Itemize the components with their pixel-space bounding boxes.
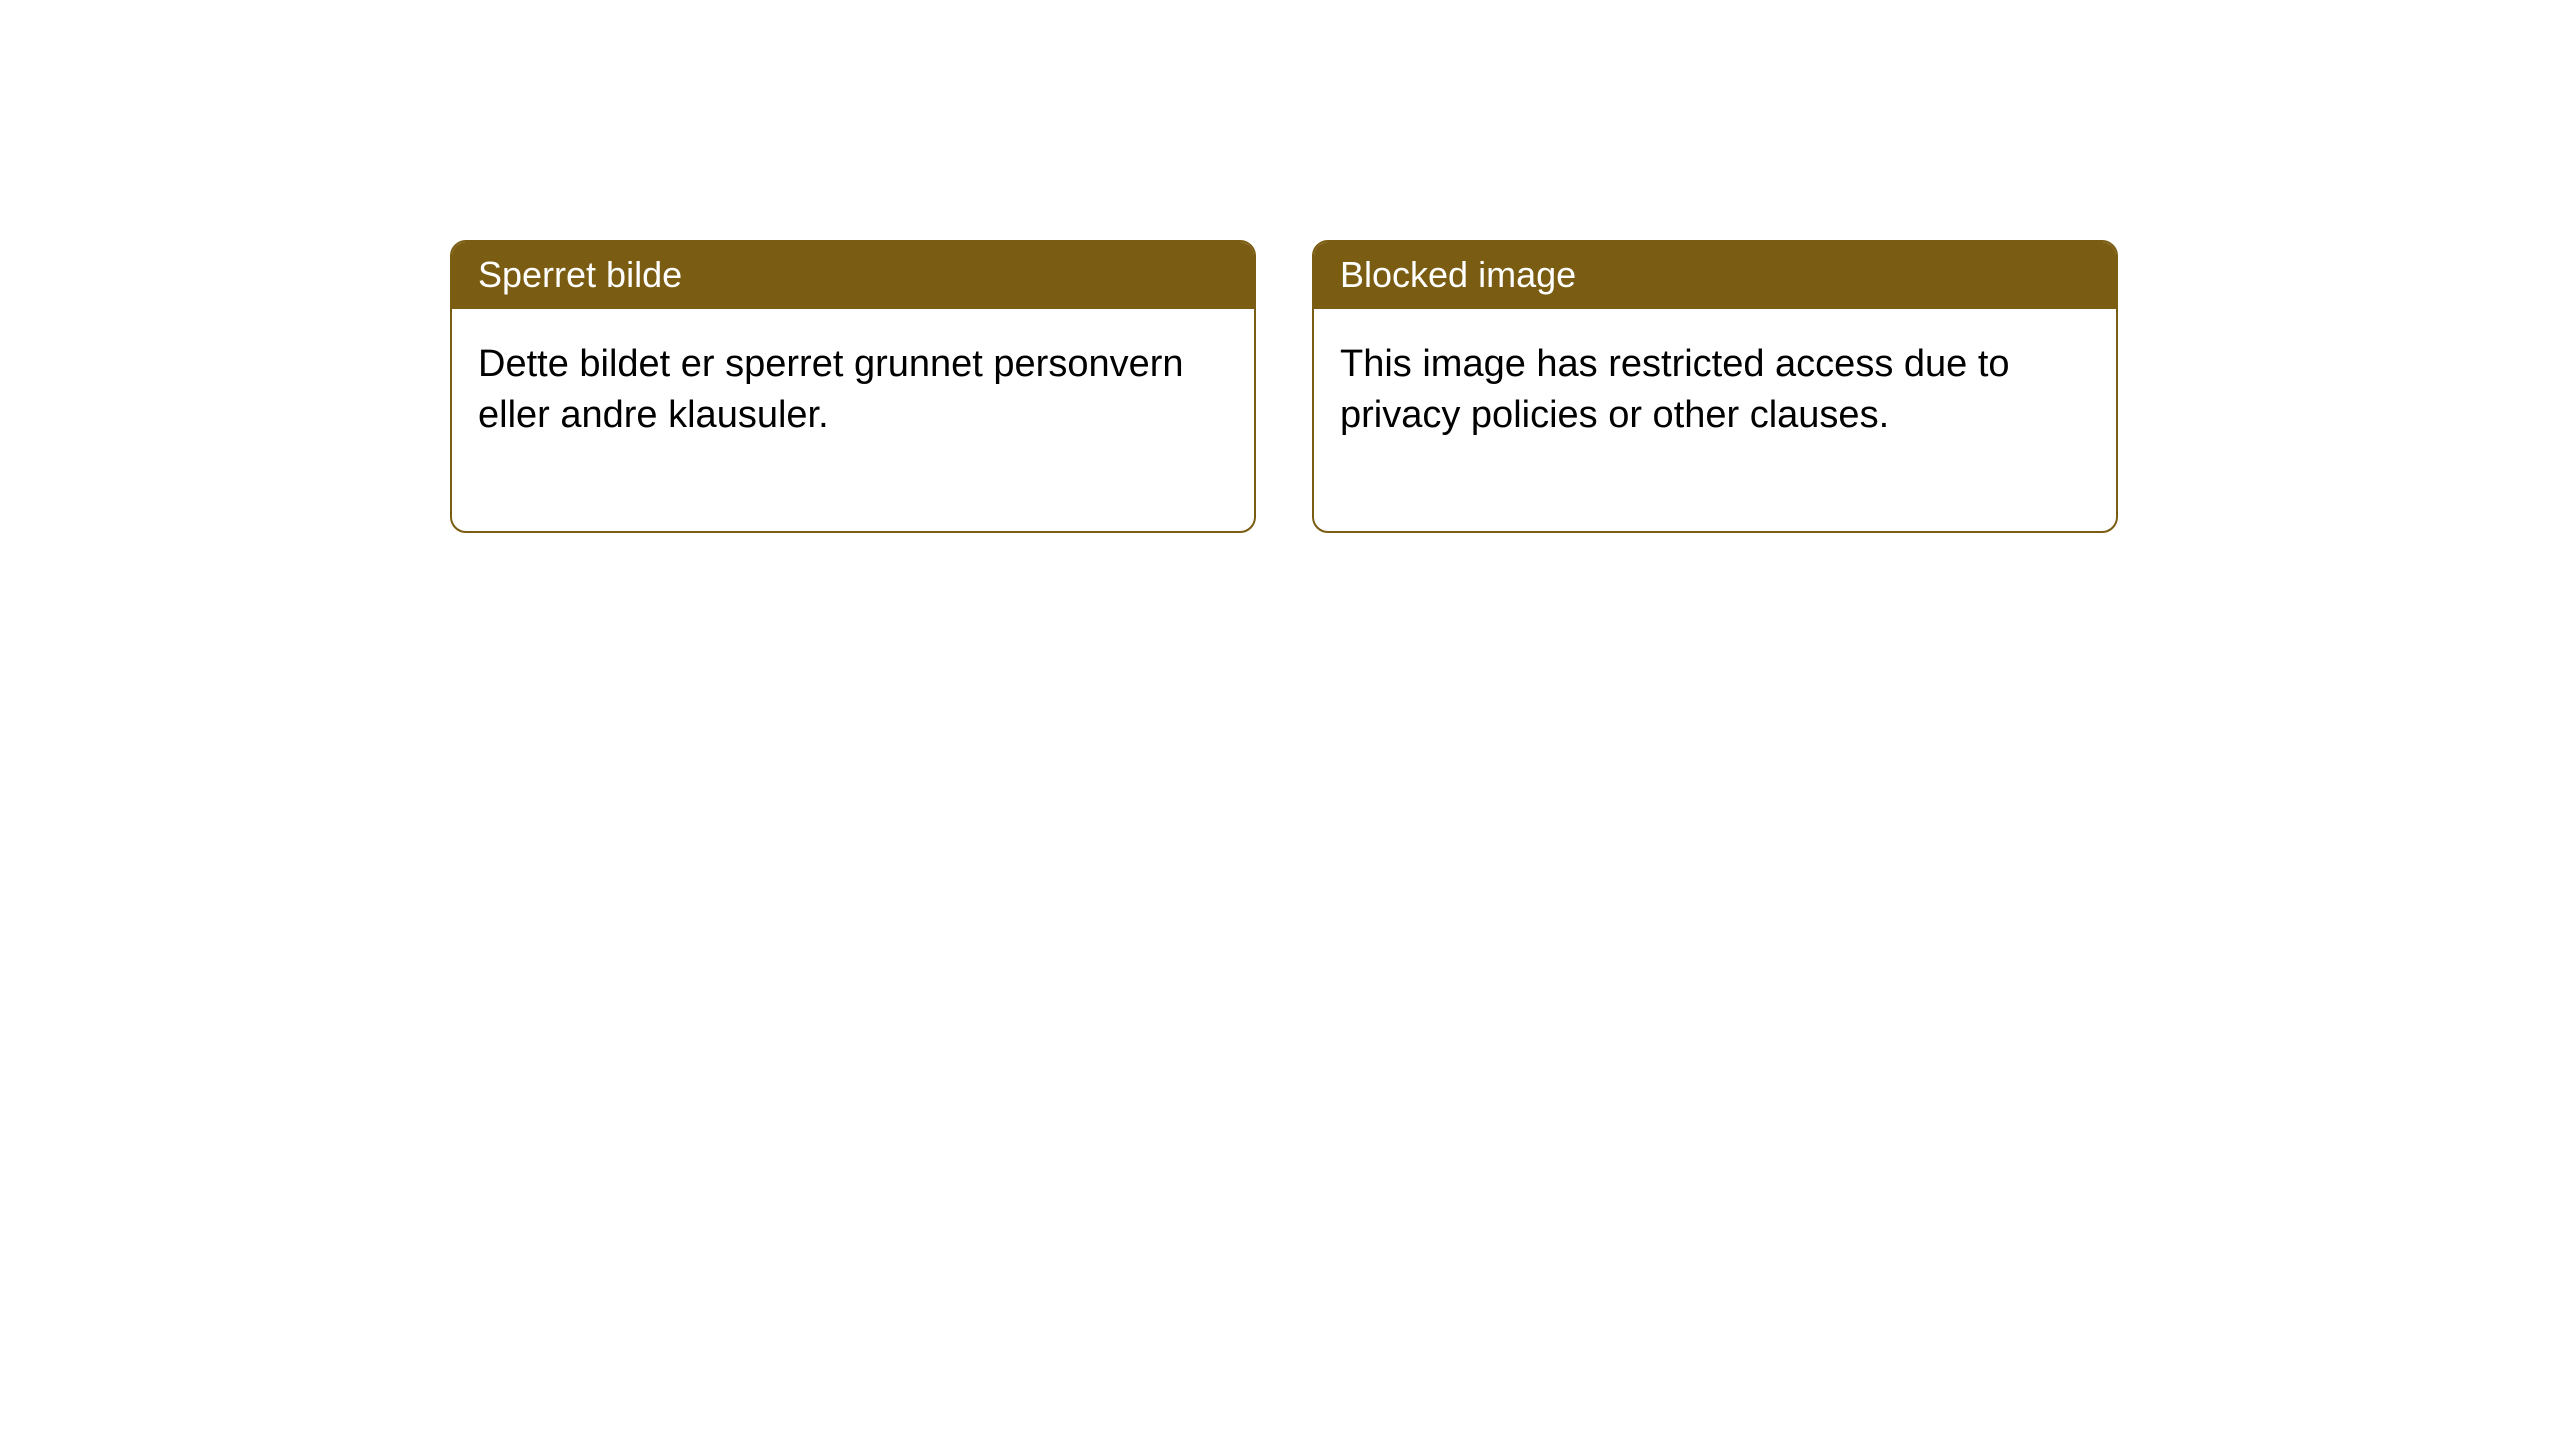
notice-body-en: This image has restricted access due to … — [1314, 309, 2116, 532]
notice-title-no: Sperret bilde — [452, 242, 1254, 309]
notice-card-no: Sperret bilde Dette bildet er sperret gr… — [450, 240, 1256, 533]
notice-body-no: Dette bildet er sperret grunnet personve… — [452, 309, 1254, 532]
notice-container: Sperret bilde Dette bildet er sperret gr… — [0, 0, 2560, 533]
notice-title-en: Blocked image — [1314, 242, 2116, 309]
notice-card-en: Blocked image This image has restricted … — [1312, 240, 2118, 533]
